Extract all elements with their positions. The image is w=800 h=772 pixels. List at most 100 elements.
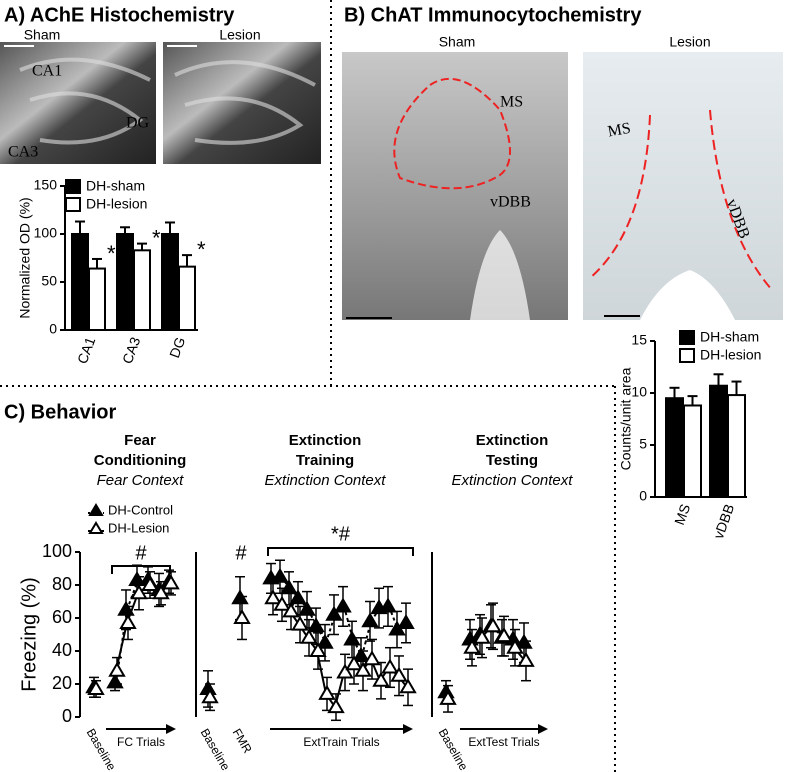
region-label: vDBB xyxy=(490,194,531,211)
y-tick-label: 100 xyxy=(34,225,58,241)
y-tick-label: 5 xyxy=(639,436,647,452)
x-tick-label: FMR xyxy=(230,726,255,756)
marker xyxy=(515,633,533,649)
bar xyxy=(709,384,728,498)
legend-swatch xyxy=(679,330,695,345)
marker xyxy=(106,673,124,689)
subplot-title: Testing xyxy=(486,452,538,469)
y-tick-label: 100 xyxy=(42,541,72,561)
marker xyxy=(130,584,148,600)
bracket xyxy=(267,547,414,556)
marker xyxy=(162,574,180,590)
panel-title: C) Behavior xyxy=(4,401,116,423)
legend-marker xyxy=(88,521,104,534)
marker xyxy=(343,630,361,646)
x-arrow-head xyxy=(403,724,413,734)
marker xyxy=(300,628,318,644)
region-label: CA3 xyxy=(8,144,38,161)
y-tick-label: 50 xyxy=(41,273,57,289)
subplot-title: Fear xyxy=(124,432,156,449)
micrograph xyxy=(342,52,568,320)
significance-mark: * xyxy=(197,237,206,262)
marker xyxy=(390,666,408,682)
y-axis-label: Normalized OD (%) xyxy=(17,197,33,318)
marker xyxy=(271,567,289,583)
legend-swatch xyxy=(679,348,695,363)
marker xyxy=(379,597,397,613)
y-tick-label: 0 xyxy=(49,321,57,337)
significance-mark: * xyxy=(152,225,161,250)
region-outline xyxy=(393,77,511,190)
legend-label: DH-Lesion xyxy=(108,520,169,535)
marker xyxy=(463,638,481,654)
subplot-subtitle: Extinction Context xyxy=(265,472,387,489)
x-arrow-head xyxy=(538,724,548,734)
region-label: DG xyxy=(126,115,150,132)
significance-mark: # xyxy=(235,542,247,564)
marker xyxy=(282,602,300,618)
y-tick-label: 150 xyxy=(34,177,58,193)
marker xyxy=(231,589,249,605)
marker xyxy=(327,698,345,714)
x-tick-label: Baseline xyxy=(84,726,119,772)
bar xyxy=(133,249,151,332)
significance-mark: *# xyxy=(331,523,351,545)
marker xyxy=(397,613,415,629)
marker xyxy=(495,627,513,643)
x-arrow-head xyxy=(166,724,176,734)
marker xyxy=(233,609,251,624)
marker xyxy=(152,584,170,600)
image-label: Lesion xyxy=(219,27,260,43)
subplot-title: Training xyxy=(296,452,354,469)
marker xyxy=(354,661,372,677)
x-tick-label: Baseline xyxy=(198,726,233,772)
marker xyxy=(399,678,417,694)
marker xyxy=(141,576,159,591)
region-outline xyxy=(589,109,773,291)
y-axis-label: Counts/unit area xyxy=(618,367,634,470)
marker xyxy=(201,688,219,704)
x-tick-label: Baseline xyxy=(436,726,471,772)
significance-mark: # xyxy=(135,542,147,564)
marker xyxy=(439,689,457,705)
bracket xyxy=(111,565,171,574)
bar xyxy=(683,404,702,499)
x-axis-label: FC Trials xyxy=(117,735,165,749)
image-label: Lesion xyxy=(669,34,710,50)
marker xyxy=(361,612,379,628)
y-tick-label: 20 xyxy=(52,673,72,693)
y-tick-label: 60 xyxy=(52,607,72,627)
x-tick-label: CA1 xyxy=(74,335,98,366)
x-axis-label: ExtTrain Trials xyxy=(303,735,379,749)
image-label: Sham xyxy=(24,27,61,43)
y-tick-label: 80 xyxy=(52,574,72,594)
marker xyxy=(316,633,334,649)
y-axis-label: Freezing (%) xyxy=(18,577,40,691)
tissue xyxy=(640,270,735,320)
marker xyxy=(484,617,502,633)
marker xyxy=(298,600,316,616)
region-label: MS xyxy=(606,120,632,141)
marker xyxy=(325,605,343,621)
legend-label: DH-sham xyxy=(700,329,759,345)
marker xyxy=(128,571,146,587)
x-tick-label: MS xyxy=(671,502,693,527)
marker xyxy=(273,595,291,611)
subplot-title: Extinction xyxy=(289,432,362,449)
marker xyxy=(307,617,325,633)
bar xyxy=(71,233,89,331)
bar xyxy=(161,233,179,331)
panel-title: B) ChAT Immunocytochemistry xyxy=(344,4,642,26)
significance-mark: * xyxy=(107,241,116,266)
marker xyxy=(309,642,327,657)
marker xyxy=(280,579,298,595)
panel-title: A) AChE Histochemistry xyxy=(4,4,235,26)
subplot-title: Extinction xyxy=(476,432,549,449)
region-label: MS xyxy=(500,94,523,111)
y-tick-label: 0 xyxy=(639,488,647,504)
x-tick-label: CA3 xyxy=(119,335,143,366)
marker xyxy=(289,589,307,605)
region-label: CA1 xyxy=(32,63,62,80)
bar xyxy=(665,397,684,499)
